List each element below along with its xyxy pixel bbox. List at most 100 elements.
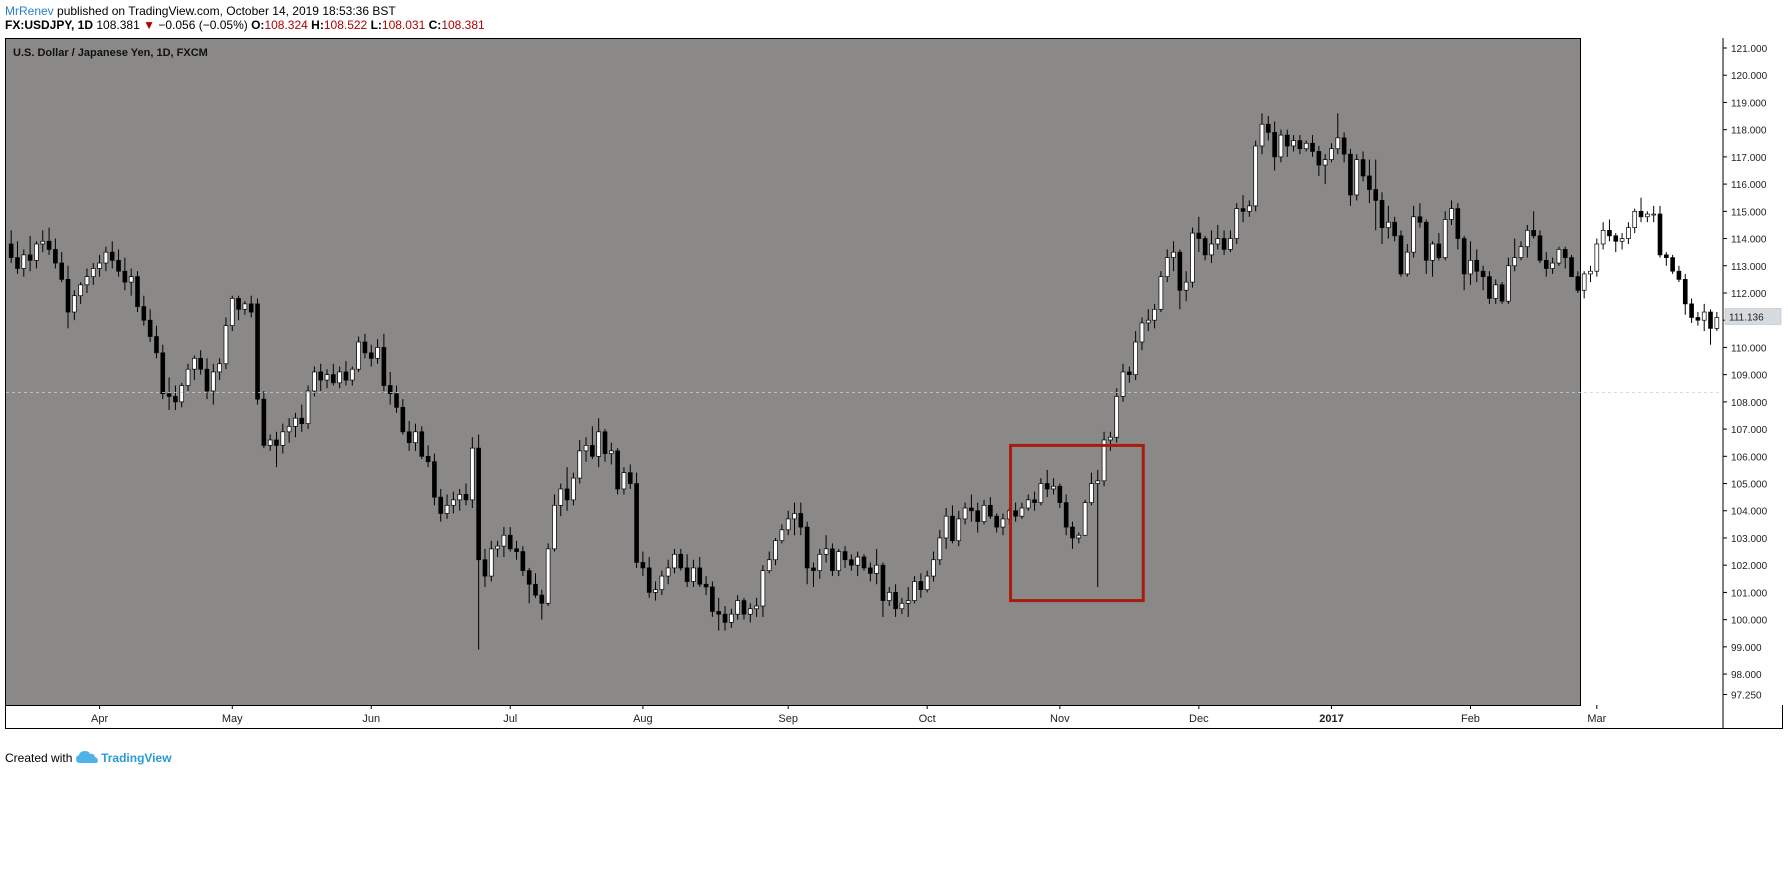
candle-body	[1095, 480, 1101, 484]
candle-body	[1310, 142, 1315, 152]
current-price-tag	[1724, 308, 1782, 325]
candle-body	[1461, 238, 1467, 275]
price-tick-label: 100.000	[1731, 616, 1768, 627]
candle-body	[90, 268, 96, 278]
time-tick-label: May	[222, 713, 243, 725]
candle-body	[116, 259, 121, 272]
candle-body	[1455, 208, 1461, 239]
candle-body	[950, 515, 955, 542]
candle-body	[248, 303, 254, 313]
candle-body	[1436, 243, 1442, 258]
candle-body	[1682, 279, 1688, 305]
candle-body	[318, 371, 324, 381]
candle-body	[1253, 145, 1258, 207]
candle-body	[179, 385, 185, 403]
overlays	[6, 391, 1722, 603]
candle-body	[1607, 230, 1612, 237]
candle-body	[1701, 311, 1707, 321]
candle-body	[324, 374, 330, 381]
time-axis[interactable]	[5, 705, 1783, 729]
candle-body	[103, 251, 109, 264]
candle-body	[1038, 483, 1044, 503]
candle-body	[78, 284, 83, 297]
candle-body	[1341, 137, 1347, 155]
close-value: 108.381	[441, 18, 485, 32]
candle-body	[1449, 208, 1454, 220]
candle-body	[400, 406, 406, 433]
candle-body	[21, 254, 27, 269]
candle-body	[261, 398, 267, 446]
price-tick-label: 109.000	[1731, 371, 1768, 382]
candle-body	[564, 488, 570, 501]
candle-body	[830, 548, 835, 571]
candle-body	[1240, 208, 1246, 212]
candle-body	[381, 347, 387, 386]
candle-body	[387, 385, 393, 395]
candle-body	[463, 494, 469, 501]
candle-body	[931, 559, 936, 577]
candle-body	[1569, 257, 1574, 278]
open-label: O:	[251, 18, 265, 32]
candle-body	[880, 564, 886, 601]
candle-body	[817, 553, 823, 571]
candle-body	[526, 570, 532, 585]
tradingview-brand-link[interactable]: TradingView	[101, 751, 172, 765]
candle-body	[1379, 200, 1385, 229]
price-tick-label: 121.000	[1731, 44, 1768, 55]
candle-body	[558, 488, 564, 506]
candle-body	[1392, 221, 1397, 237]
candle-body	[488, 548, 494, 577]
price-axis[interactable]: 121.000 120.000 119.000 118.000 117.000 116.0…	[1723, 44, 1782, 701]
candle-body	[185, 368, 191, 386]
candle-body	[577, 450, 583, 479]
candle-body	[349, 368, 355, 381]
candle-body	[886, 592, 892, 601]
candle-body	[1600, 230, 1606, 245]
candle-body	[710, 586, 715, 612]
price-tick-label: 114.000	[1731, 235, 1767, 246]
price-tick-label: 108.000	[1731, 398, 1768, 409]
candle-body	[1019, 507, 1025, 517]
candle-body	[735, 600, 740, 615]
price-tick-label: 97.250	[1731, 690, 1762, 701]
candle-body	[571, 477, 576, 501]
candle-body	[1152, 308, 1157, 321]
candle-body	[1493, 284, 1499, 299]
candle-body	[975, 510, 981, 522]
candle-body	[286, 426, 292, 433]
high-label: H:	[311, 18, 324, 32]
candle-body	[729, 613, 734, 623]
candle-body	[1101, 439, 1107, 482]
candle-body	[72, 295, 77, 313]
low-label: L:	[370, 18, 382, 32]
candle-body	[1171, 251, 1176, 258]
candle-body	[760, 570, 766, 607]
candle-body	[943, 515, 949, 539]
candle-body	[1645, 213, 1650, 218]
candle-body	[1714, 317, 1720, 329]
candle-body	[981, 504, 987, 522]
symbol-label: FX:USDJPY, 1D	[5, 18, 94, 32]
candle-body	[590, 445, 595, 457]
candle-body	[1329, 148, 1334, 160]
candle-body	[1209, 243, 1214, 256]
candle-body	[874, 564, 879, 574]
candle-body	[40, 240, 46, 245]
price-tick-label: 120.000	[1731, 71, 1768, 82]
price-tick-label: 105.000	[1731, 480, 1768, 491]
candle-body	[1367, 175, 1372, 190]
candle-body	[905, 600, 911, 604]
last-price: 108.381	[96, 18, 140, 32]
candle-body	[849, 559, 854, 566]
candle-body	[154, 336, 159, 354]
candle-body	[1423, 221, 1429, 261]
candle-body	[672, 553, 677, 569]
candle-body	[192, 357, 197, 370]
time-tick-label: Sep	[778, 713, 798, 725]
candle-body	[1411, 216, 1416, 253]
candle-body	[1676, 270, 1682, 280]
chart-pane[interactable]	[5, 38, 1581, 706]
candle-body	[229, 298, 235, 326]
candle-body	[217, 363, 222, 373]
author-link[interactable]: MrRenev	[5, 4, 54, 18]
